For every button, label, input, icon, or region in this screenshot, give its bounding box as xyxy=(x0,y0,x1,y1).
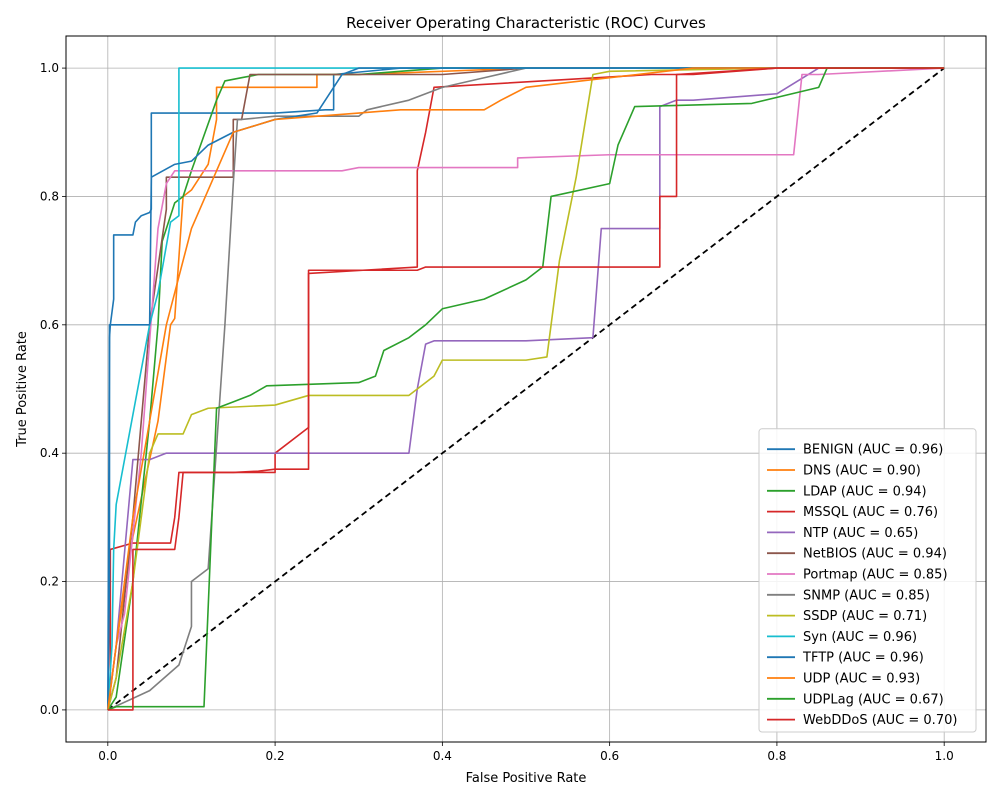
series-line xyxy=(107,67,945,711)
legend-label: Syn (AUC = 0.96) xyxy=(803,630,917,645)
series-line xyxy=(107,67,945,711)
y-axis-ticks: 0.0 0.2 0.4 0.6 0.8 1.0 xyxy=(40,61,66,717)
legend-label: DNS (AUC = 0.90) xyxy=(803,464,921,479)
x-tick-label: 0.0 xyxy=(98,749,117,763)
legend-label: MSSQL (AUC = 0.76) xyxy=(803,505,938,520)
legend-label: LDAP (AUC = 0.94) xyxy=(803,484,927,499)
legend-label: BENIGN (AUC = 0.96) xyxy=(803,443,943,458)
legend-label: NTP (AUC = 0.65) xyxy=(803,526,918,541)
legend-label: NetBIOS (AUC = 0.94) xyxy=(803,547,947,562)
legend-box xyxy=(758,428,977,733)
legend-label: UDPLag (AUC = 0.67) xyxy=(803,692,944,707)
legend-label: UDP (AUC = 0.93) xyxy=(803,672,920,687)
legend-label: SNMP (AUC = 0.85) xyxy=(803,588,930,603)
x-tick-label: 0.8 xyxy=(767,749,786,763)
series-line xyxy=(107,67,945,711)
y-tick-label: 0.6 xyxy=(40,318,59,332)
y-axis-label: True Positive Rate xyxy=(15,331,30,448)
series-line xyxy=(107,67,945,711)
x-tick-label: 0.2 xyxy=(266,749,285,763)
series-line xyxy=(107,67,945,711)
series-line xyxy=(107,67,945,711)
x-axis-label: False Positive Rate xyxy=(466,771,587,786)
y-tick-label: 1.0 xyxy=(40,61,59,75)
legend-label: TFTP (AUC = 0.96) xyxy=(802,651,924,666)
series-line xyxy=(107,67,945,711)
diagonal-reference xyxy=(107,67,945,711)
legend-label: Portmap (AUC = 0.85) xyxy=(803,568,948,583)
series-lines xyxy=(107,67,945,711)
legend-label: SSDP (AUC = 0.71) xyxy=(803,609,927,624)
plot-area-frame xyxy=(65,35,987,743)
y-tick-label: 0.2 xyxy=(40,575,59,589)
x-tick-label: 0.6 xyxy=(600,749,619,763)
y-tick-label: 0.0 xyxy=(40,703,59,717)
chart-title: Receiver Operating Characteristic (ROC) … xyxy=(346,14,706,32)
legend: BENIGN (AUC = 0.96) DNS (AUC = 0.90) LDAP … xyxy=(758,428,977,733)
series-line xyxy=(107,67,945,710)
x-axis-ticks: 0.0 0.2 0.4 0.6 0.8 1.0 xyxy=(98,742,954,763)
legend-label: WebDDoS (AUC = 0.70) xyxy=(803,713,957,728)
y-tick-label: 0.8 xyxy=(40,189,59,203)
diagonal-line xyxy=(107,67,945,711)
y-tick-label: 0.4 xyxy=(40,446,59,460)
x-tick-label: 1.0 xyxy=(935,749,954,763)
series-line xyxy=(107,67,945,711)
x-tick-label: 0.4 xyxy=(433,749,452,763)
